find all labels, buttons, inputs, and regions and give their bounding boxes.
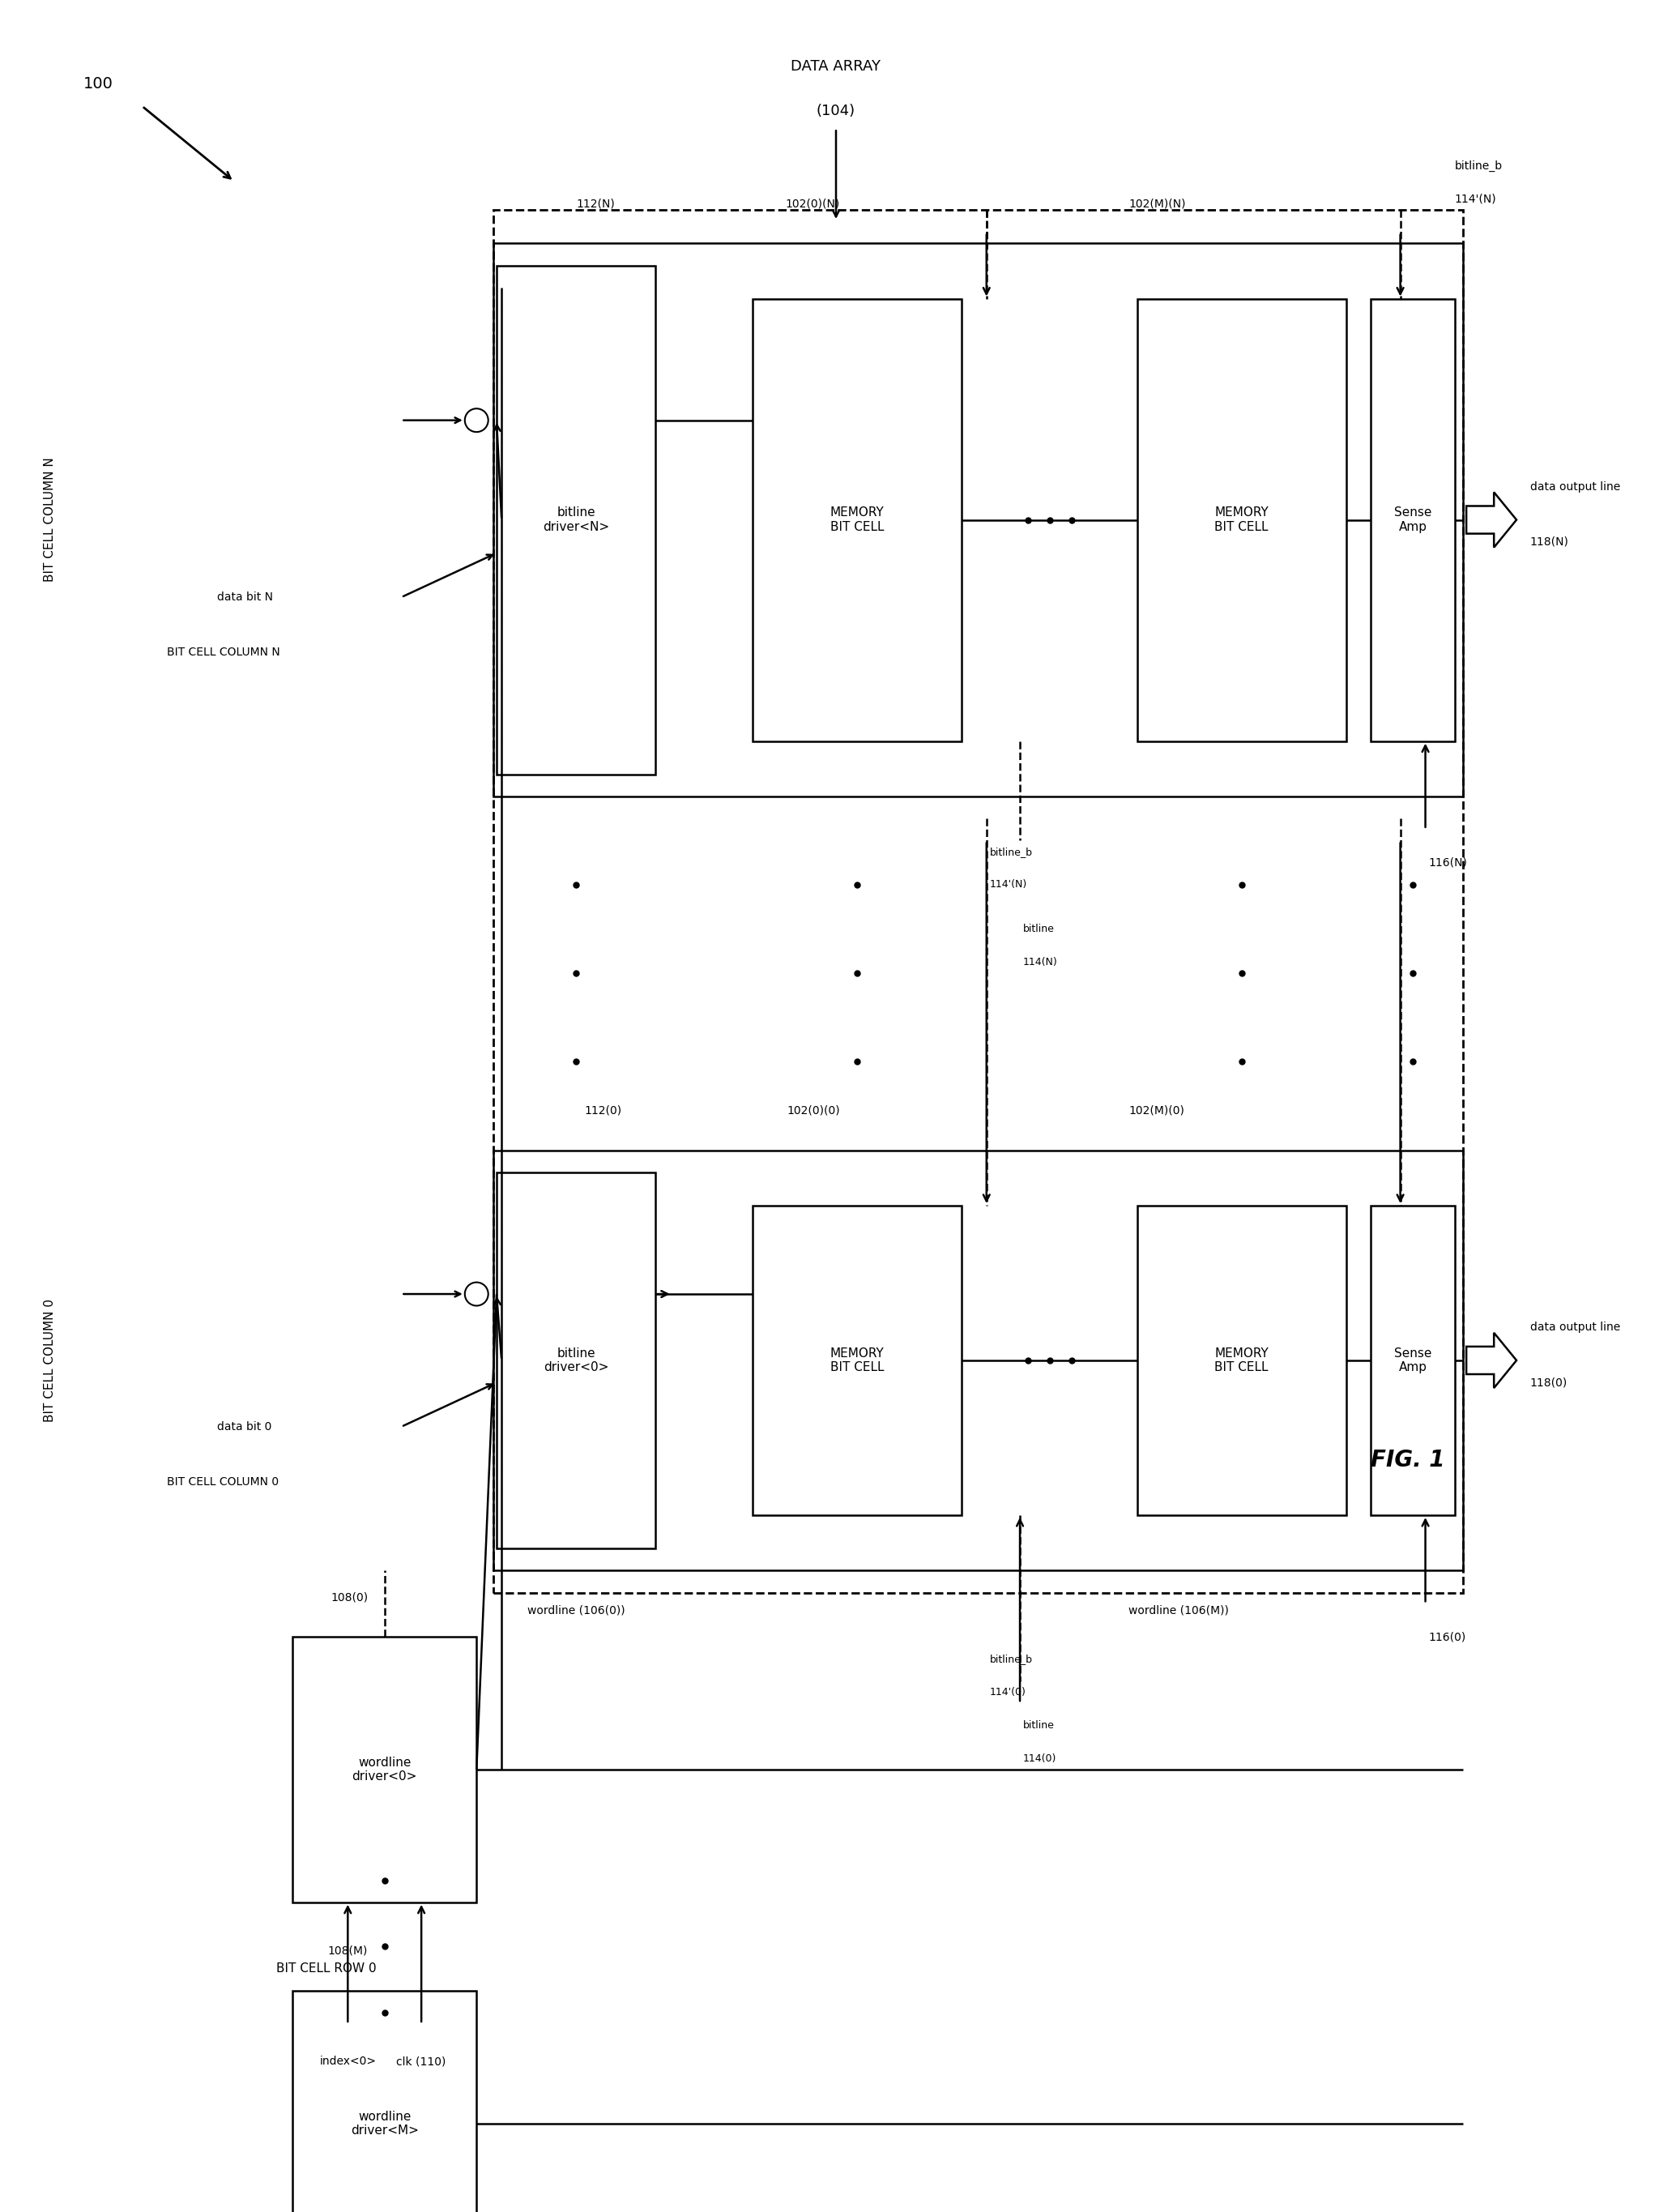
Text: 108(M): 108(M) [328,1944,368,1958]
Text: 114'(N): 114'(N) [1455,192,1496,206]
Text: index<0>: index<0> [319,2055,376,2068]
Text: data bit 0: data bit 0 [217,1420,273,1433]
Text: wordline (106(M)): wordline (106(M)) [1129,1604,1229,1617]
Bar [493,243,1463,796]
Text: 114(N): 114(N) [1023,958,1058,967]
Text: wordline
driver<0>: wordline driver<0> [353,1756,416,1783]
Bar [752,299,961,741]
Text: MEMORY
BIT CELL: MEMORY BIT CELL [1214,1347,1269,1374]
Text: 114'(0): 114'(0) [990,1688,1027,1697]
Bar [1137,1206,1346,1515]
Text: bitline
driver<N>: bitline driver<N> [543,507,609,533]
Bar [493,210,1463,1593]
Text: Sense
Amp: Sense Amp [1394,1347,1431,1374]
Text: bitline
driver<0>: bitline driver<0> [543,1347,609,1374]
Text: bitline_b: bitline_b [990,847,1033,856]
Bar [752,1206,961,1515]
Text: bitline_b: bitline_b [990,1655,1033,1663]
Text: bitline: bitline [1023,925,1055,933]
Text: 102(0)(N): 102(0)(N) [786,197,839,210]
Polygon shape [1466,493,1517,549]
Text: data output line: data output line [1530,1321,1620,1334]
Text: bitline_b: bitline_b [1455,159,1503,173]
Text: MEMORY
BIT CELL: MEMORY BIT CELL [1214,507,1269,533]
Text: BIT CELL ROW 0: BIT CELL ROW 0 [276,1962,376,1975]
Text: BIT CELL COLUMN N: BIT CELL COLUMN N [43,458,57,582]
Text: BIT CELL COLUMN N: BIT CELL COLUMN N [167,646,281,659]
Text: 114'(N): 114'(N) [990,880,1027,889]
Text: bitline: bitline [1023,1721,1055,1730]
Text: wordline (106(0)): wordline (106(0)) [527,1604,625,1617]
Text: 102(0)(0): 102(0)(0) [788,1104,839,1117]
Text: MEMORY
BIT CELL: MEMORY BIT CELL [829,507,884,533]
Bar [1137,299,1346,741]
Bar [293,1991,477,2212]
Text: 112(N): 112(N) [575,197,615,210]
Text: FIG. 1: FIG. 1 [1371,1449,1445,1471]
Text: 118(N): 118(N) [1530,535,1568,549]
Bar [497,265,655,774]
Text: wordline
driver<M>: wordline driver<M> [351,2110,418,2137]
Text: BIT CELL COLUMN 0: BIT CELL COLUMN 0 [167,1475,279,1489]
Text: BIT CELL COLUMN 0: BIT CELL COLUMN 0 [43,1298,57,1422]
Text: DATA ARRAY: DATA ARRAY [791,60,881,73]
Text: data output line: data output line [1530,480,1620,493]
Bar [1371,299,1455,741]
Text: 116(0): 116(0) [1428,1630,1466,1644]
Text: 100: 100 [84,77,114,91]
Text: Sense
Amp: Sense Amp [1394,507,1431,533]
Bar [1371,1206,1455,1515]
Bar [293,1637,477,1902]
Bar [497,1172,655,1548]
Text: 114(0): 114(0) [1023,1754,1057,1763]
Text: 112(0): 112(0) [585,1104,622,1117]
Text: 118(0): 118(0) [1530,1376,1567,1389]
Text: 102(M)(0): 102(M)(0) [1129,1104,1184,1117]
Text: 108(0): 108(0) [331,1590,368,1604]
Text: (104): (104) [816,104,856,117]
Circle shape [465,409,488,431]
Text: 102(M)(N): 102(M)(N) [1129,197,1185,210]
Text: clk (110): clk (110) [396,2055,446,2068]
Circle shape [465,1283,488,1305]
Text: MEMORY
BIT CELL: MEMORY BIT CELL [829,1347,884,1374]
Text: 116(N): 116(N) [1428,856,1468,869]
Polygon shape [1466,1332,1517,1389]
Text: data bit N: data bit N [217,591,273,604]
Bar [493,1150,1463,1571]
